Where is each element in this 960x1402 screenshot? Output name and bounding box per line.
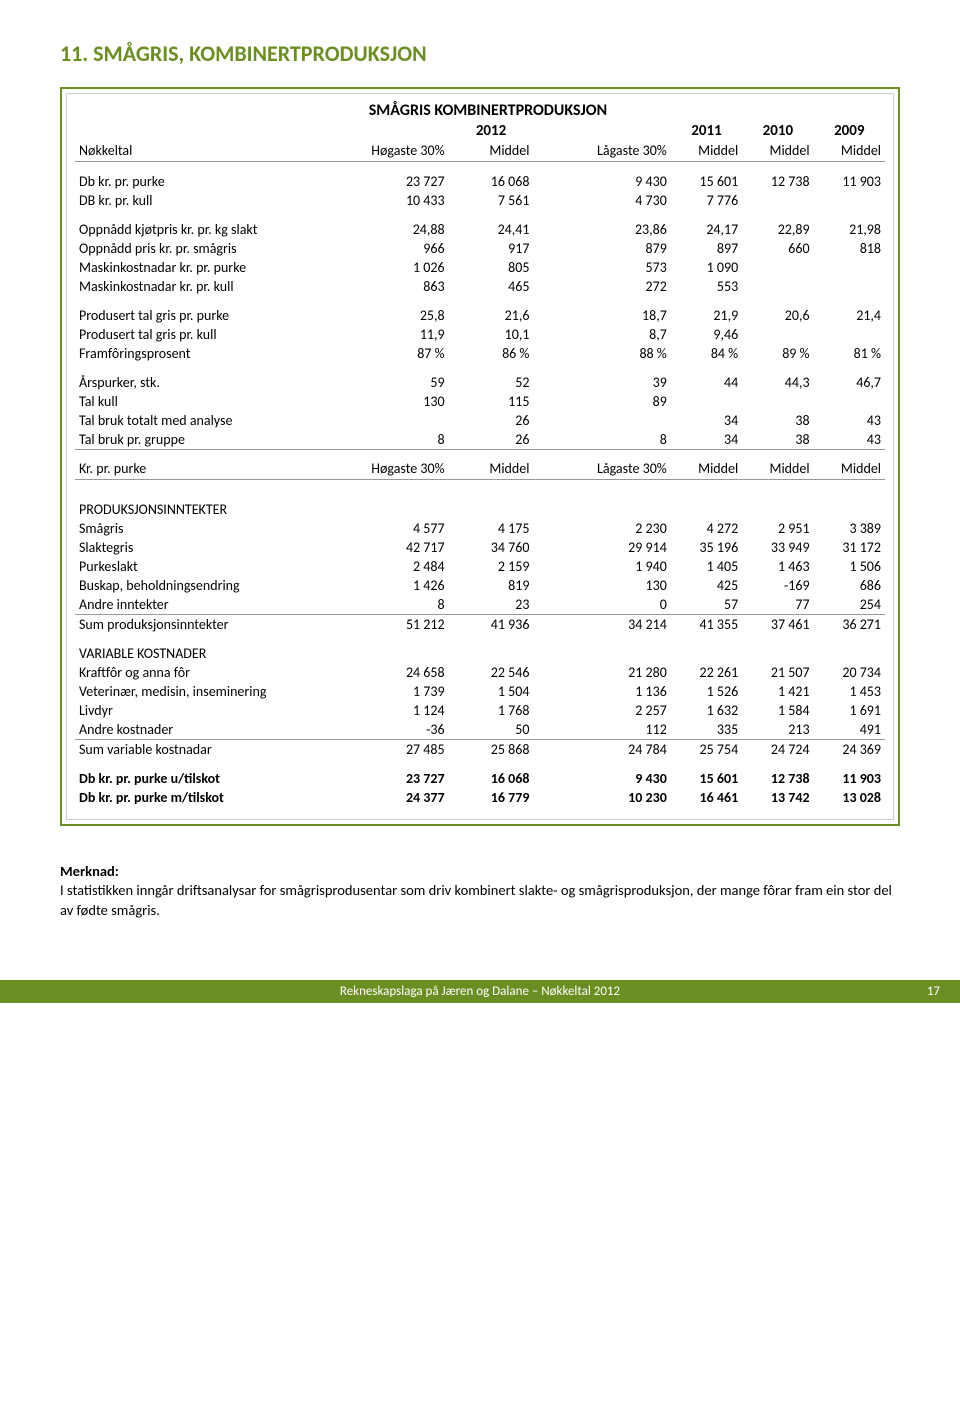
col-lagaste-2: Lågaste 30%	[533, 459, 670, 480]
col-middel-2b: Middel	[671, 459, 742, 480]
table-inner-border: SMÅGRIS KOMBINERTPRODUKSJON 2012 2011 20…	[66, 93, 894, 820]
mid-header-label: Kr. pr. purke	[75, 459, 305, 480]
year-row: 2012 2011 2010 2009	[75, 121, 885, 141]
table-row: Db kr. pr. purke23 72716 0689 43015 6011…	[75, 172, 885, 191]
col-middel-4: Middel	[814, 141, 885, 162]
col-year-2009: 2009	[814, 121, 885, 141]
col-middel-2a: Middel	[449, 459, 534, 480]
col-hogaste-2: Høgaste 30%	[305, 459, 449, 480]
table-title: SMÅGRIS KOMBINERTPRODUKSJON	[305, 100, 671, 121]
col-middel-2: Middel	[671, 141, 742, 162]
col-nokkeltal: Nøkkeltal	[75, 141, 305, 162]
table-row: Oppnådd kjøtpris kr. pr. kg slakt24,8824…	[75, 220, 885, 239]
table-title-row: SMÅGRIS KOMBINERTPRODUKSJON	[75, 100, 885, 121]
table-row: Årspurker, stk.5952394444,346,7	[75, 373, 885, 392]
col-hogaste: Høgaste 30%	[305, 141, 449, 162]
col-year-2010: 2010	[742, 121, 813, 141]
table-row: Tal bruk pr. gruppe8268343843	[75, 430, 885, 450]
mid-header-row: Kr. pr. purke Høgaste 30% Middel Lågaste…	[75, 459, 885, 480]
col-lagaste: Lågaste 30%	[533, 141, 670, 162]
col-year-2011: 2011	[671, 121, 742, 141]
table-outer-border: SMÅGRIS KOMBINERTPRODUKSJON 2012 2011 20…	[60, 87, 900, 826]
table-row: Produsert tal gris pr. purke25,821,618,7…	[75, 306, 885, 325]
table-row: Kraftfôr og anna fôr24 65822 54621 28022…	[75, 663, 885, 682]
block5-title-row: PRODUKSJONSINNTEKTER	[75, 500, 885, 519]
table-row: Andre kostnader-3650112335213491	[75, 720, 885, 740]
col-middel-1: Middel	[449, 141, 534, 162]
table-row: Oppnådd pris kr. pr. smågris966917879897…	[75, 239, 885, 258]
footer-text: Rekneskapslaga på Jæren og Dalane – Nøkk…	[340, 984, 620, 999]
table-row: Veterinær, medisin, inseminering1 7391 5…	[75, 682, 885, 701]
table-row: Framfôringsprosent87 %86 %88 %84 %89 %81…	[75, 344, 885, 363]
table-row: Purkeslakt2 4842 1591 9401 4051 4631 506	[75, 557, 885, 576]
table-row: Tal kull13011589	[75, 392, 885, 411]
remark-block: Merknad: I statistikken inngår driftsana…	[60, 862, 900, 921]
data-table: SMÅGRIS KOMBINERTPRODUKSJON 2012 2011 20…	[75, 100, 885, 807]
table-row: Andre inntekter82305777254	[75, 595, 885, 615]
section-title: 11. SMÅGRIS, KOMBINERTPRODUKSJON	[60, 40, 900, 67]
table-row: Maskinkostnadar kr. pr. purke1 026805573…	[75, 258, 885, 277]
column-header-row: Nøkkeltal Høgaste 30% Middel Lågaste 30%…	[75, 141, 885, 162]
col-middel-2d: Middel	[814, 459, 885, 480]
sum-row: Sum produksjonsinntekter51 21241 93634 2…	[75, 614, 885, 634]
sum-row: Sum variable kostnadar27 48525 86824 784…	[75, 739, 885, 759]
table-row: Tal bruk totalt med analyse26343843	[75, 411, 885, 430]
footer-page-number: 17	[927, 984, 940, 999]
col-year-2012: 2012	[449, 121, 534, 141]
db-row-u: Db kr. pr. purke u/tilskot23 72716 0689 …	[75, 769, 885, 788]
col-middel-3: Middel	[742, 141, 813, 162]
table-row: Slaktegris42 71734 76029 91435 19633 949…	[75, 538, 885, 557]
block6-title-row: VARIABLE KOSTNADER	[75, 644, 885, 663]
remark-body: I statistikken inngår driftsanalysar for…	[60, 881, 900, 920]
table-row: DB kr. pr. kull10 4337 5614 7307 776	[75, 191, 885, 210]
col-middel-2c: Middel	[742, 459, 813, 480]
table-row: Buskap, beholdningsendring1 426819130425…	[75, 576, 885, 595]
table-row: Livdyr1 1241 7682 2571 6321 5841 691	[75, 701, 885, 720]
page-footer: Rekneskapslaga på Jæren og Dalane – Nøkk…	[0, 980, 960, 1003]
table-row: Maskinkostnadar kr. pr. kull863465272553	[75, 277, 885, 296]
table-row: Smågris4 5774 1752 2304 2722 9513 389	[75, 519, 885, 538]
db-row-m: Db kr. pr. purke m/tilskot24 37716 77910…	[75, 788, 885, 807]
remark-title: Merknad:	[60, 862, 900, 882]
table-row: Produsert tal gris pr. kull11,910,18,79,…	[75, 325, 885, 344]
